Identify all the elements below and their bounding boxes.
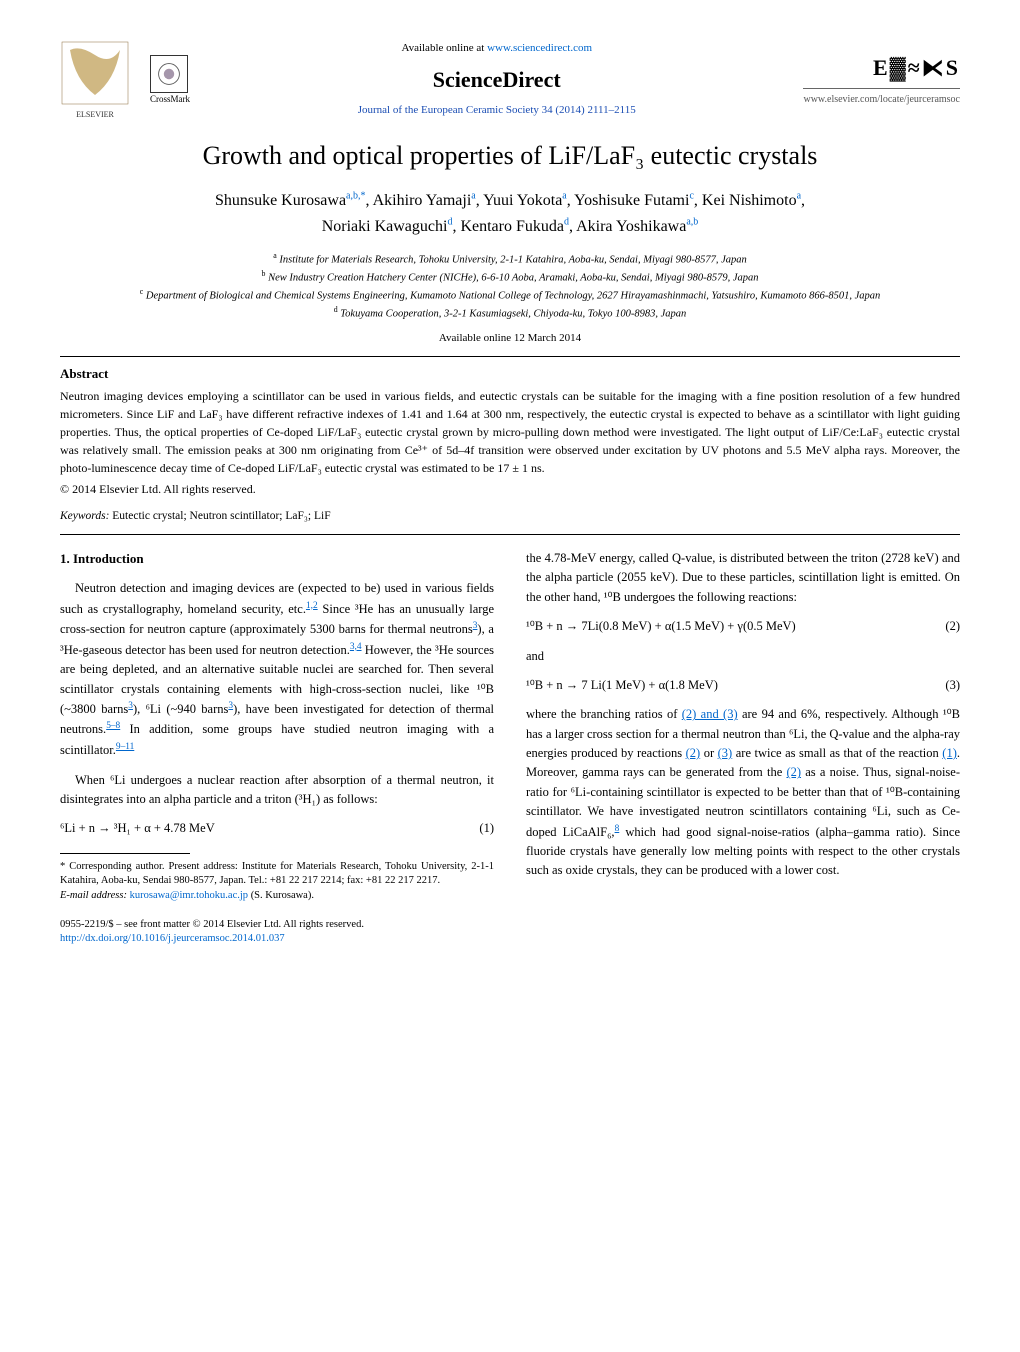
author: , Akihiro Yamaji — [366, 192, 472, 209]
email-footnote: E-mail address: kurosawa@imr.tohoku.ac.j… — [60, 889, 494, 904]
body-columns: 1. Introduction Neutron detection and im… — [60, 549, 960, 904]
article-title: Growth and optical properties of LiF/LaF… — [60, 138, 960, 174]
sciencedirect-logo: ScienceDirect — [190, 65, 803, 96]
divider — [60, 534, 960, 535]
left-column: 1. Introduction Neutron detection and im… — [60, 549, 494, 904]
page-header: ELSEVIER CrossMark Available online at w… — [60, 40, 960, 120]
equation-2: ¹⁰B + n → 7Li(0.8 MeV) + α(1.5 MeV) + γ(… — [526, 617, 960, 636]
journal-reference: Journal of the European Ceramic Society … — [190, 103, 803, 118]
crossmark-badge[interactable]: CrossMark — [150, 55, 190, 106]
crossmark-label: CrossMark — [150, 94, 190, 104]
corresponding-author-footnote: * Corresponding author. Present address:… — [60, 860, 494, 889]
equation-ref-link[interactable]: (2) and (3) — [682, 707, 738, 721]
divider — [60, 356, 960, 357]
affiliation: Department of Biological and Chemical Sy… — [146, 291, 880, 302]
journal-logo: E▓≈⧔S — [803, 53, 960, 84]
journal-url: www.elsevier.com/locate/jeurceramsoc — [803, 93, 960, 107]
author: , Kei Nishimoto — [694, 192, 797, 209]
equation-3: ¹⁰B + n → 7 Li(1 MeV) + α(1.8 MeV) (3) — [526, 676, 960, 695]
author: , Yoshisuke Futami — [567, 192, 690, 209]
author: Shunsuke Kurosawa — [215, 192, 346, 209]
abstract-body: Neutron imaging devices employing a scin… — [60, 387, 960, 477]
equation-number: (2) — [945, 617, 960, 636]
equation-body: ¹⁰B + n → 7Li(0.8 MeV) + α(1.5 MeV) + γ(… — [526, 617, 796, 636]
equation-ref-link[interactable]: (1) — [942, 746, 957, 760]
header-center: Available online at www.sciencedirect.co… — [190, 41, 803, 119]
author: , Yuui Yokota — [476, 192, 563, 209]
citation-link[interactable]: 5–8 — [106, 721, 120, 731]
online-date: Available online 12 March 2014 — [60, 331, 960, 346]
front-matter-line: 0955-2219/$ – see front matter © 2014 El… — [60, 918, 960, 933]
footnote-divider — [60, 853, 190, 854]
keywords-line: Keywords: Eutectic crystal; Neutron scin… — [60, 508, 960, 524]
equation-ref-link[interactable]: (2) — [786, 765, 801, 779]
author: , Kentaro Fukuda — [452, 218, 564, 235]
right-paragraph-2: where the branching ratios of (2) and (3… — [526, 705, 960, 881]
keywords-text: Eutectic crystal; Neutron scintillator; … — [109, 510, 330, 522]
affiliations-block: a Institute for Materials Research, Toho… — [60, 250, 960, 323]
equation-body: ¹⁰B + n → 7 Li(1 MeV) + α(1.8 MeV) — [526, 676, 718, 695]
author: , Akira Yoshikawa — [569, 218, 686, 235]
right-paragraph-1: the 4.78-MeV energy, called Q-value, is … — [526, 549, 960, 607]
section-heading-intro: 1. Introduction — [60, 549, 494, 569]
intro-paragraph-2: When ⁶Li undergoes a nuclear reaction af… — [60, 771, 494, 810]
doi-link[interactable]: http://dx.doi.org/10.1016/j.jeurceramsoc… — [60, 933, 285, 944]
equation-connector: and — [526, 647, 960, 666]
intro-paragraph-1: Neutron detection and imaging devices ar… — [60, 579, 494, 760]
abstract-section: Abstract Neutron imaging devices employi… — [60, 365, 960, 498]
authors-block: Shunsuke Kurosawaa,b,*, Akihiro Yamaji a,… — [60, 188, 960, 239]
header-right: E▓≈⧔S www.elsevier.com/locate/jeurcerams… — [803, 53, 960, 107]
affil-link[interactable]: a — [797, 191, 801, 202]
affiliation: Tokuyama Cooperation, 3-2-1 Kasumiagseki… — [340, 309, 686, 320]
available-online-text: Available online at www.sciencedirect.co… — [190, 41, 803, 56]
equation-number: (3) — [945, 676, 960, 695]
affiliation: Institute for Materials Research, Tohoku… — [279, 254, 746, 265]
citation-link[interactable]: 1,2 — [306, 601, 318, 611]
equation-ref-link[interactable]: (3) — [718, 746, 733, 760]
sciencedirect-link[interactable]: www.sciencedirect.com — [487, 42, 592, 54]
footnotes-block: * Corresponding author. Present address:… — [60, 860, 494, 904]
citation-link[interactable]: 3,4 — [350, 642, 362, 652]
equation-body: ⁶Li + n → ³H₁ + α + 4.78 MeV — [60, 819, 215, 838]
affiliation: New Industry Creation Hatchery Center (N… — [268, 272, 758, 283]
equation-1: ⁶Li + n → ³H₁ + α + 4.78 MeV (1) — [60, 819, 494, 838]
affil-link[interactable]: a,b — [686, 217, 698, 228]
elsevier-logo: ELSEVIER — [60, 40, 130, 120]
abstract-heading: Abstract — [60, 365, 960, 383]
right-column: the 4.78-MeV energy, called Q-value, is … — [526, 549, 960, 904]
header-left: ELSEVIER CrossMark — [60, 40, 190, 120]
bottom-meta: 0955-2219/$ – see front matter © 2014 El… — [60, 918, 960, 947]
abstract-copyright: © 2014 Elsevier Ltd. All rights reserved… — [60, 481, 960, 498]
equation-ref-link[interactable]: (2) — [686, 746, 701, 760]
keywords-label: Keywords: — [60, 510, 109, 522]
svg-text:ELSEVIER: ELSEVIER — [76, 110, 114, 119]
affil-link[interactable]: a,b,* — [346, 191, 365, 202]
equation-number: (1) — [479, 819, 494, 838]
citation-link[interactable]: 9–11 — [116, 742, 134, 752]
email-link[interactable]: kurosawa@imr.tohoku.ac.jp — [130, 890, 248, 901]
author: Noriaki Kawaguchi — [322, 218, 448, 235]
